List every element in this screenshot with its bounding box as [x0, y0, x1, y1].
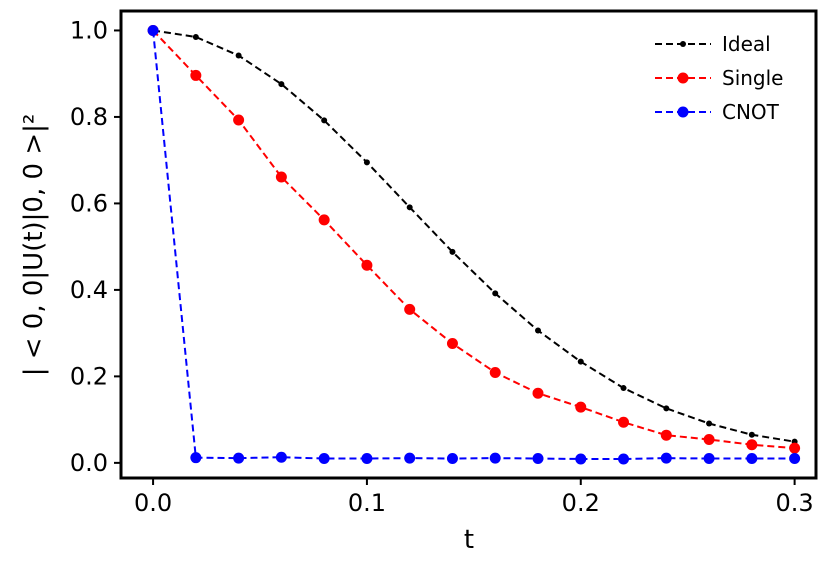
data-point	[663, 405, 670, 412]
data-point	[278, 81, 285, 88]
data-point	[618, 453, 630, 465]
series-line	[152, 29, 795, 443]
y-tick-label: 1.0	[70, 16, 108, 44]
data-point	[748, 431, 755, 438]
data-point	[190, 69, 202, 81]
data-point	[706, 420, 713, 427]
data-point	[660, 452, 672, 464]
data-point	[404, 452, 416, 464]
y-tick-label: 0.2	[70, 362, 108, 390]
data-point	[789, 442, 801, 454]
data-point	[703, 453, 715, 465]
y-tick-label: 0.6	[70, 189, 108, 217]
chart-marks	[147, 24, 801, 465]
data-point	[190, 452, 202, 464]
data-point	[532, 453, 544, 465]
data-point	[233, 452, 245, 464]
data-point	[449, 248, 456, 255]
legend-item-cnot: CNOT	[655, 100, 780, 124]
x-axis-label: t	[464, 525, 474, 555]
data-point	[489, 366, 501, 378]
data-point	[577, 358, 584, 365]
legend-item-ideal: Ideal	[655, 32, 771, 56]
series-line	[152, 29, 795, 450]
data-point	[492, 290, 499, 297]
x-tick-label: 0.0	[134, 489, 172, 517]
y-tick-label: 0.0	[70, 449, 108, 477]
legend-label: Ideal	[722, 32, 771, 56]
y-tick-label: 0.8	[70, 103, 108, 131]
data-point	[404, 303, 416, 315]
data-point	[363, 159, 370, 166]
data-point	[620, 385, 627, 392]
data-point	[575, 453, 587, 465]
data-point	[532, 387, 544, 399]
chart-axes: 0.0 0.1 0.2 0.3 0.0 0.2 0.4 0.6 0.8 1.0	[70, 9, 818, 517]
legend-marker	[677, 72, 689, 84]
data-point	[446, 338, 458, 350]
legend-label: CNOT	[722, 100, 780, 124]
data-point	[660, 429, 672, 441]
data-point	[361, 259, 373, 271]
data-point	[147, 24, 159, 36]
data-point	[618, 416, 630, 428]
legend-item-single: Single	[655, 66, 783, 90]
x-tick-label: 0.3	[776, 489, 814, 517]
x-tick-label: 0.1	[348, 489, 386, 517]
data-point	[575, 401, 587, 413]
legend-marker	[680, 41, 686, 47]
data-point	[406, 204, 413, 211]
data-point	[746, 439, 758, 451]
data-point	[318, 214, 330, 226]
x-tick-label: 0.2	[562, 489, 600, 517]
y-axis-label: | < 0, 0|U(t)|0, 0 >|²	[19, 114, 49, 377]
data-point	[318, 453, 330, 465]
legend: Ideal Single CNOT	[655, 32, 783, 124]
data-point	[233, 114, 245, 126]
y-tick-label: 0.4	[70, 276, 108, 304]
legend-label: Single	[722, 66, 783, 90]
data-point	[489, 452, 501, 464]
data-point	[703, 434, 715, 446]
series-single	[147, 24, 801, 454]
data-point	[746, 453, 758, 465]
legend-marker	[677, 106, 689, 118]
data-point	[275, 171, 287, 183]
data-point	[789, 453, 801, 465]
series-ideal	[150, 27, 798, 445]
data-point	[235, 52, 242, 59]
data-point	[275, 451, 287, 463]
series-line	[152, 30, 795, 460]
data-point	[446, 453, 458, 465]
data-point	[535, 327, 541, 334]
data-point	[192, 33, 199, 40]
data-point	[361, 453, 373, 465]
plot-frame	[119, 9, 818, 480]
series-cnot	[147, 24, 801, 465]
data-point	[321, 117, 328, 124]
